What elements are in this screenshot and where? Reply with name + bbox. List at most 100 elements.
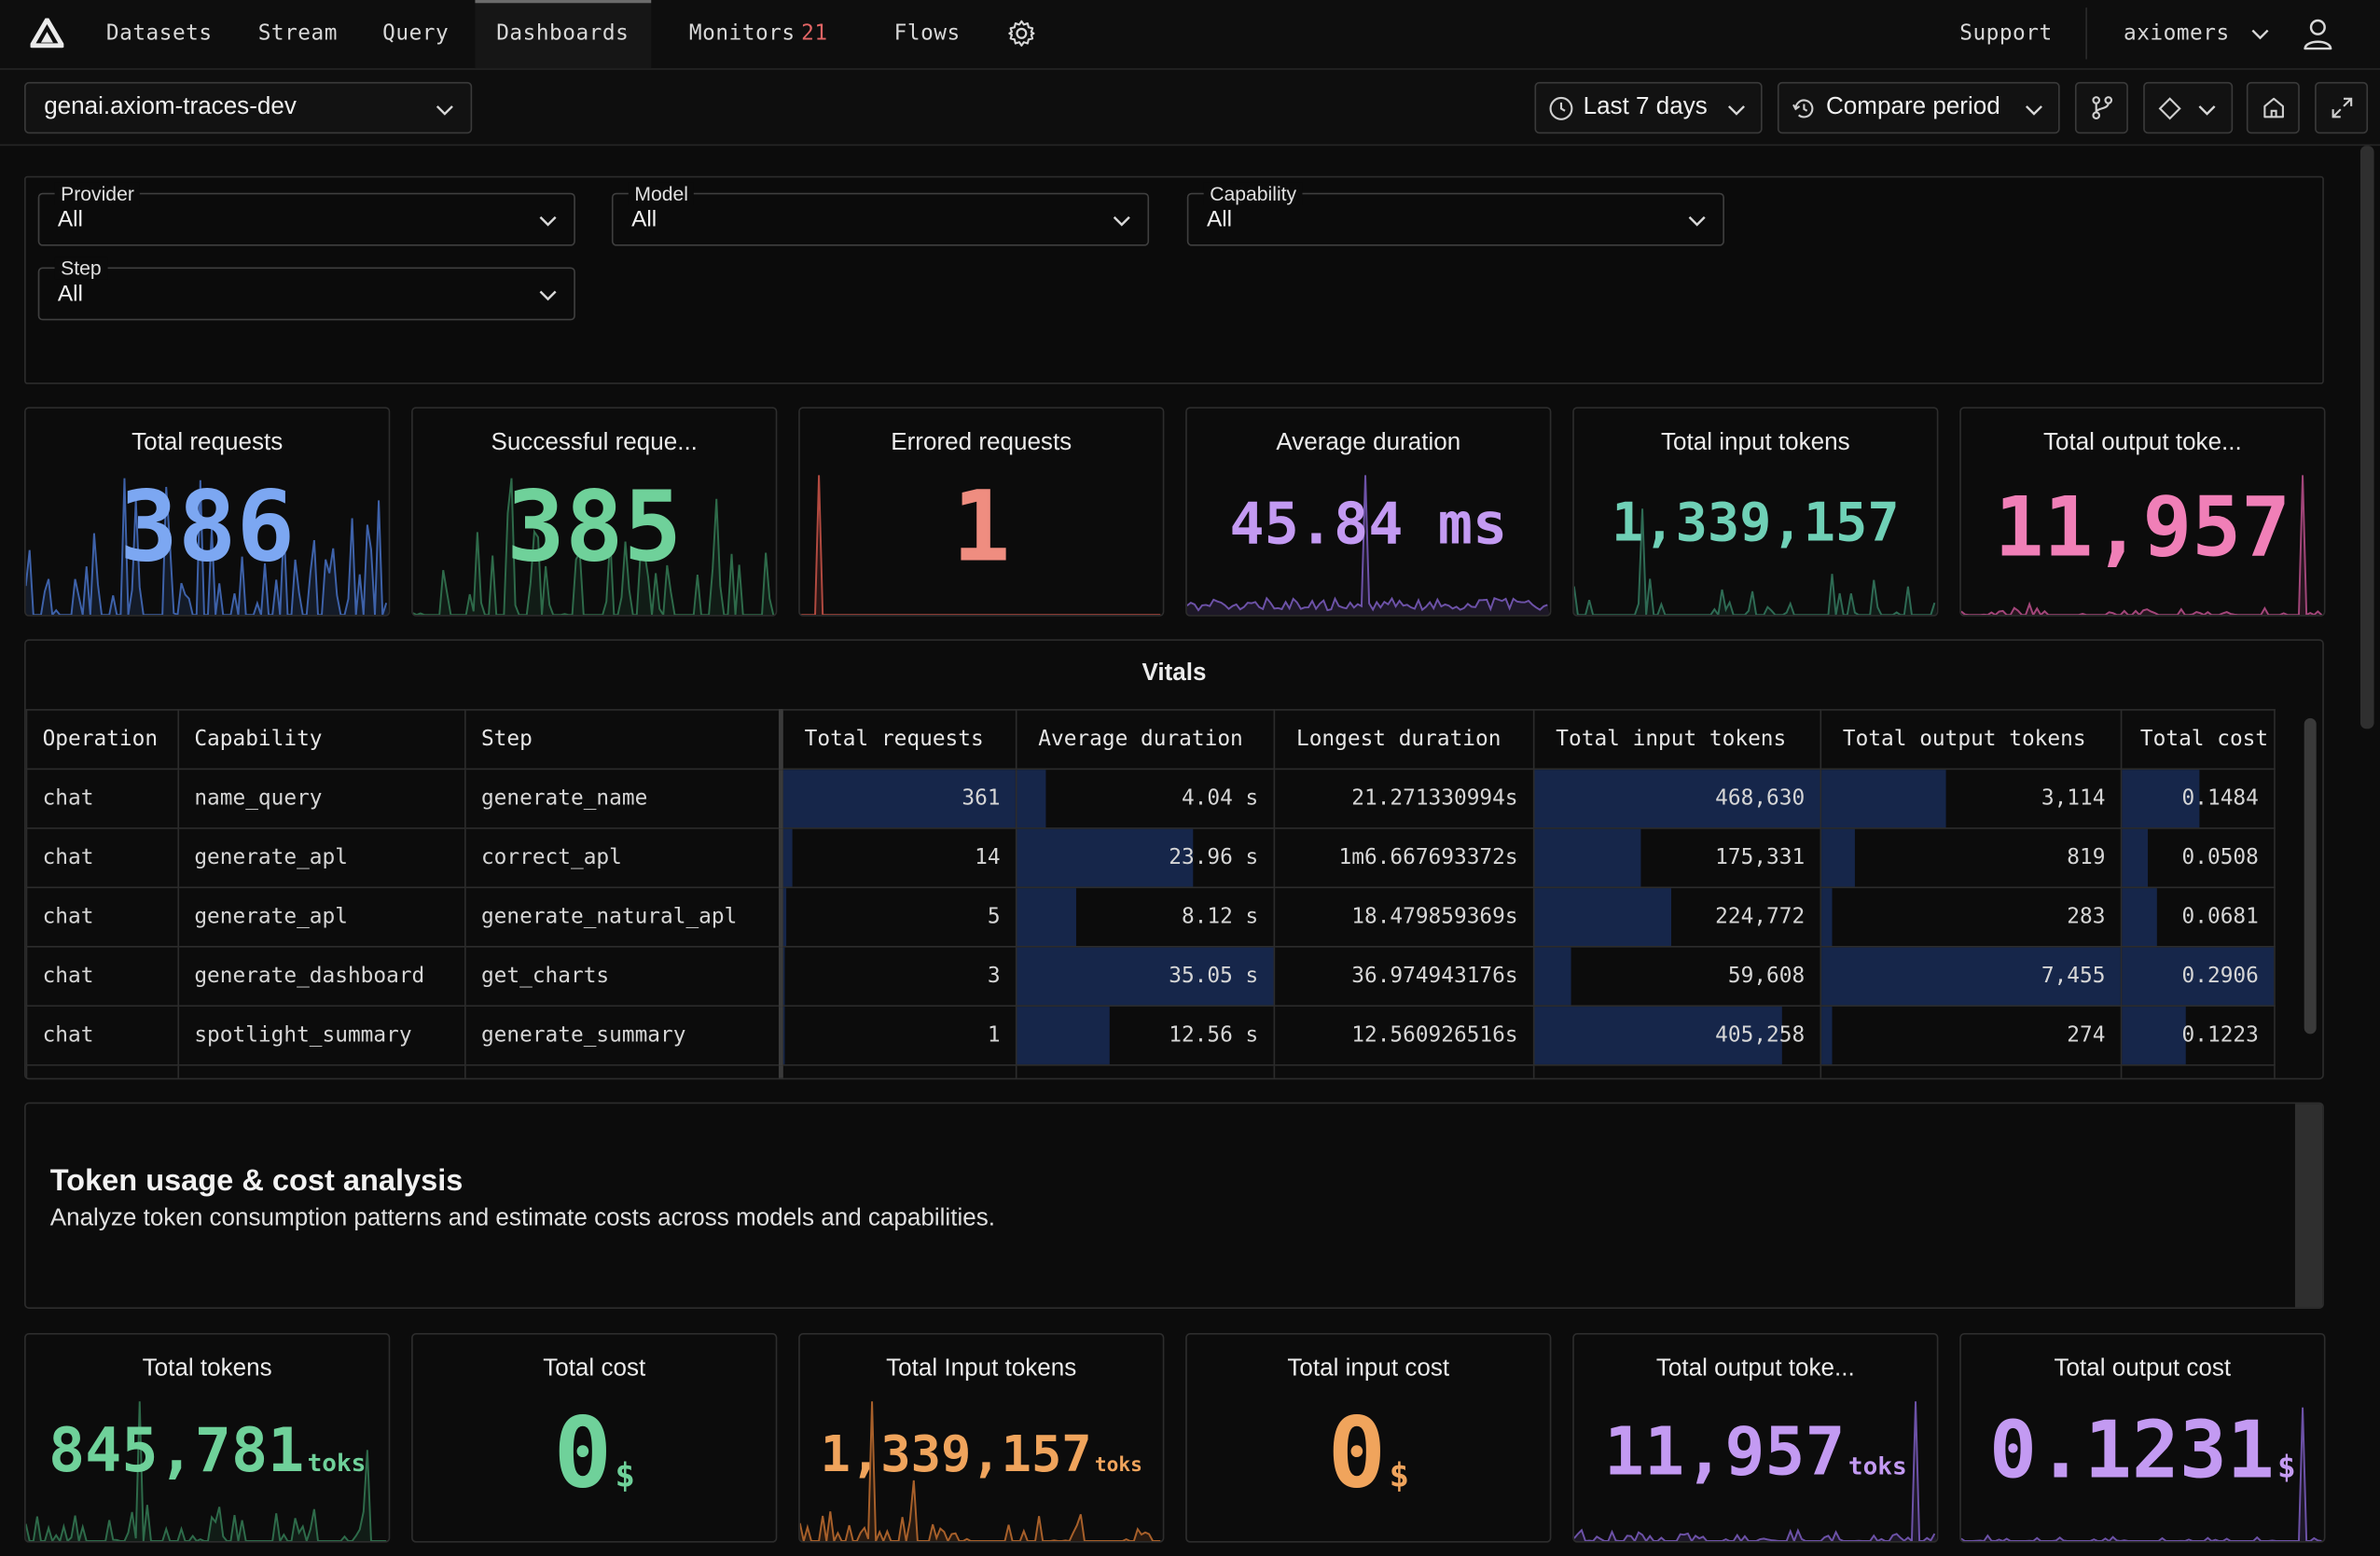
cell-text: 23.96 s	[1169, 845, 1259, 870]
table-cell-longest: 1m6.667693372s	[1273, 827, 1535, 889]
step-filter[interactable]: Step All	[37, 257, 575, 321]
stat-unit: toks	[1847, 1451, 1907, 1480]
table-row[interactable]: chat generate_dashboard get_charts 3 35.05 s…	[25, 945, 2276, 1007]
section-description: Analyze token consumption patterns and e…	[49, 1205, 995, 1231]
fork-dashboard-button[interactable]	[2074, 81, 2128, 134]
value-bar	[782, 1007, 784, 1064]
table-cell-output: 7,455	[1820, 945, 2123, 1007]
stat-card-total-output-tokens-2[interactable]: Total output toke... 11,957 toks	[1572, 1333, 1939, 1543]
section-scrollbar[interactable]	[2294, 1104, 2323, 1308]
table-header-row: Operation Capability Step Total requests…	[25, 709, 2276, 771]
scrollbar-thumb[interactable]	[2304, 717, 2317, 1035]
stat-card-total-input-cost[interactable]: Total input cost 0 $	[1185, 1333, 1552, 1543]
nav-stream[interactable]: Stream	[257, 21, 338, 46]
table-cell-input: 405,258	[1532, 1005, 1822, 1066]
table-cell	[1015, 1063, 1276, 1078]
table-scrollbar[interactable]	[2299, 712, 2321, 1078]
stat-card-average-duration[interactable]: Average duration 45.84 ms	[1185, 407, 1552, 617]
chevron-down-icon	[539, 290, 557, 301]
cell-text: 0.2906	[2181, 964, 2259, 989]
stat-number: 0.1231	[1989, 1406, 2275, 1497]
nav-monitors[interactable]: Monitors 21	[689, 0, 828, 68]
table-row[interactable]	[25, 1063, 2276, 1078]
home-icon	[2263, 97, 2284, 118]
stat-card-total-input-tokens[interactable]: Total input tokens 1,339,157	[1572, 407, 1939, 617]
home-button[interactable]	[2246, 81, 2300, 134]
cell-text: 1m6.667693372s	[1338, 845, 1518, 870]
cell-text: 175,331	[1715, 845, 1806, 870]
column-header[interactable]: Total requests	[778, 709, 1017, 771]
sparkline-line	[25, 478, 388, 616]
table-cell-capability: spotlight_summary	[177, 1005, 466, 1066]
time-range-button[interactable]: Last 7 days	[1534, 81, 1763, 134]
axiom-logo-icon[interactable]	[30, 18, 64, 49]
stat-card-total-requests[interactable]: Total requests 386	[24, 407, 391, 617]
chevron-down-icon	[2198, 105, 2216, 116]
nav-dashboards[interactable]: Dashboards	[475, 0, 652, 69]
table-cell-operation: chat	[25, 945, 180, 1007]
stat-card-total-input-tokens-2[interactable]: Total Input tokens 1,339,157 toks	[798, 1333, 1165, 1543]
value-bar	[1821, 770, 1947, 828]
table-cell-requests: 361	[778, 768, 1017, 829]
diamond-icon	[2158, 97, 2181, 120]
annotations-button[interactable]	[2143, 81, 2234, 134]
sparkline-line	[1186, 475, 1548, 612]
column-header[interactable]: Total input tokens	[1532, 709, 1822, 771]
table-cell	[1273, 1063, 1535, 1078]
stat-card-total-output-cost[interactable]: Total output cost 0.1231 $	[1959, 1333, 2326, 1543]
table-cell-cost: 0.0681	[2120, 886, 2276, 948]
column-header[interactable]: Longest duration	[1273, 709, 1535, 771]
value-bar	[1821, 828, 1855, 887]
stat-value: 11,957 toks	[1574, 1413, 1937, 1491]
scrollbar-thumb[interactable]	[2359, 146, 2374, 729]
gear-icon[interactable]	[1006, 19, 1037, 49]
column-header[interactable]: Capability	[177, 709, 466, 771]
nav-datasets[interactable]: Datasets	[105, 21, 213, 46]
table-cell-requests: 3	[778, 945, 1017, 1007]
sparkline	[1186, 475, 1550, 616]
stat-card-total-tokens[interactable]: Total tokens 845,781 toks	[24, 1333, 391, 1543]
table-row[interactable]: chat spotlight_summary generate_summary 1 12…	[25, 1005, 2276, 1066]
column-header[interactable]: Step	[464, 709, 782, 771]
cell-text: 12.56 s	[1169, 1023, 1259, 1049]
stat-card-total-output-tokens[interactable]: Total output toke... 11,957	[1959, 407, 2326, 617]
column-header[interactable]: Total output tokens	[1820, 709, 2123, 771]
column-header[interactable]: Average duration	[1015, 709, 1276, 771]
table-cell-output: 3,114	[1820, 768, 2123, 829]
table-cell-output: 283	[1820, 886, 2123, 948]
cell-text: chat	[42, 964, 94, 989]
dataset-select[interactable]: genai.axiom-traces-dev	[24, 81, 473, 134]
cell-text: 3	[987, 964, 1001, 989]
table-row[interactable]: chat generate_apl generate_natural_apl 5 8.1…	[25, 886, 2276, 948]
cell-text: spotlight_summary	[194, 1023, 412, 1049]
support-link[interactable]: Support	[1959, 21, 2053, 46]
stat-value: 45.84 ms	[1187, 491, 1550, 558]
org-switcher[interactable]: axiomers	[2124, 0, 2270, 67]
user-icon[interactable]	[2301, 17, 2334, 50]
value-bar	[1017, 770, 1047, 828]
value-bar	[1017, 947, 1274, 1006]
column-header[interactable]: Total cost	[2120, 709, 2276, 771]
capability-filter[interactable]: Capability All	[1186, 182, 1724, 246]
cell-text: 21.271330994s	[1351, 786, 1518, 812]
cell-text: 14	[975, 845, 1001, 870]
provider-filter[interactable]: Provider All	[37, 182, 575, 246]
page-scrollbar[interactable]	[2356, 146, 2377, 1556]
column-header[interactable]: Operation	[25, 709, 180, 771]
nav-query[interactable]: Query	[382, 21, 450, 46]
table-row[interactable]: chat generate_apl correct_apl 14 23.96 s 1m6.…	[25, 827, 2276, 889]
fullscreen-button[interactable]	[2315, 81, 2369, 134]
stat-value: 1	[800, 472, 1163, 584]
stat-card-errored-requests[interactable]: Errored requests 1	[798, 407, 1165, 617]
model-filter[interactable]: Model All	[611, 182, 1150, 246]
cell-text: correct_apl	[480, 845, 622, 870]
table-row[interactable]: chat name_query generate_name 361 4.04 s 21.2…	[25, 768, 2276, 829]
table-cell-step: get_charts	[464, 945, 782, 1007]
nav-flows[interactable]: Flows	[893, 21, 961, 46]
compare-period-button[interactable]: Compare period	[1777, 81, 2060, 134]
stat-card-successful-requests[interactable]: Successful reque... 385	[411, 407, 778, 617]
table-cell-requests: 14	[778, 827, 1017, 889]
stat-card-total-cost[interactable]: Total cost 0 $	[411, 1333, 778, 1543]
table-cell-input: 59,608	[1532, 945, 1822, 1007]
table-cell	[464, 1063, 782, 1078]
